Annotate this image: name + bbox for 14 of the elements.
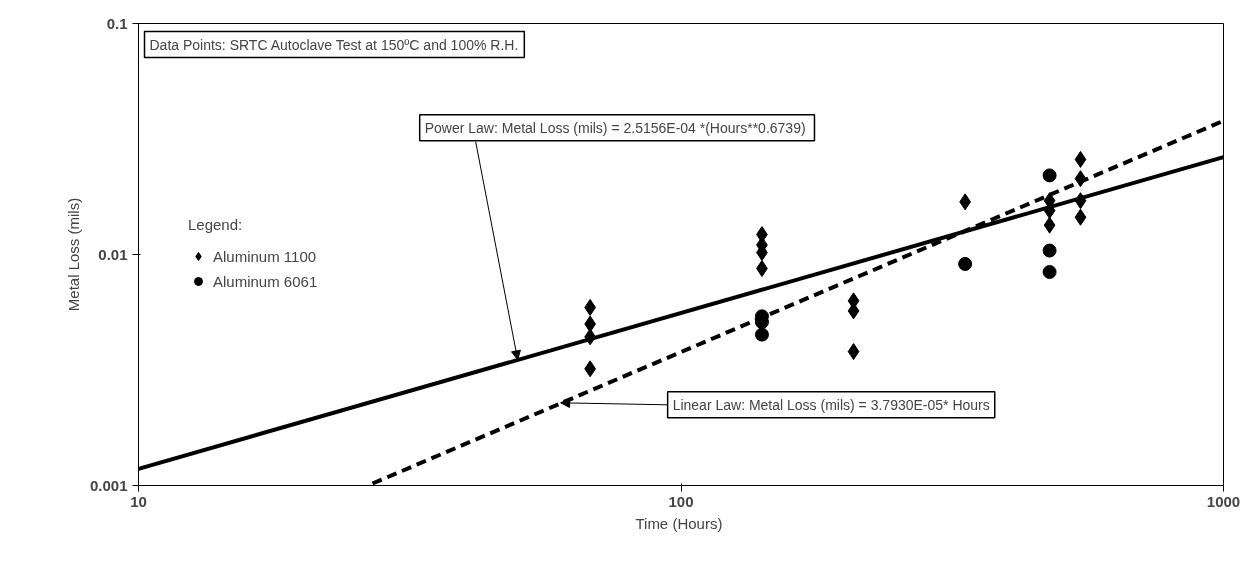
y-tick-label: 0.001 (89, 476, 128, 494)
annotation: Linear Law: Metal Loss (mils) = 3.7930E-05* Hours (672, 396, 990, 413)
y-tick-label: 0.01 (98, 245, 128, 263)
legend-label: Aluminum 1100 (213, 246, 317, 267)
y-tick-label: 0.1 (106, 14, 128, 32)
x-axis-title: Time (Hours) (635, 514, 723, 532)
x-tick-label: 100 (668, 492, 694, 510)
legend-label: Aluminum 6061 (213, 271, 318, 292)
x-tick-label: 10 (130, 492, 147, 510)
legend-title: Legend: (188, 216, 244, 233)
x-tick-label: 1000 (1206, 492, 1241, 510)
annotation: Power Law: Metal Loss (mils) = 2.5156E-04 *(Hours**0.6739) (424, 119, 806, 136)
annotation: Data Points: SRTC Autoclave Test at 150ºC and 100% R.H. (149, 36, 519, 53)
y-axis-title: Metal Loss (mils) (64, 197, 82, 312)
